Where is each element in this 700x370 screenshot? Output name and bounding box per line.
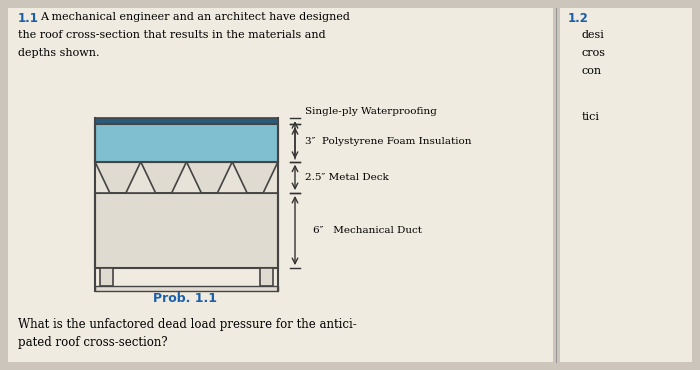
Polygon shape: [186, 162, 232, 193]
Text: Single-ply Waterproofing: Single-ply Waterproofing: [305, 107, 437, 116]
Polygon shape: [232, 162, 278, 193]
Text: the roof cross-section that results in the materials and: the roof cross-section that results in t…: [18, 30, 326, 40]
Text: desi: desi: [582, 30, 605, 40]
Polygon shape: [141, 162, 186, 193]
Text: 1.2: 1.2: [568, 12, 589, 25]
Text: What is the unfactored dead load pressure for the antici-: What is the unfactored dead load pressur…: [18, 318, 357, 331]
Polygon shape: [95, 162, 141, 193]
Text: Prob. 1.1: Prob. 1.1: [153, 292, 217, 305]
Text: 2.5″ Metal Deck: 2.5″ Metal Deck: [305, 173, 388, 182]
Bar: [560, 8, 692, 362]
Text: cros: cros: [582, 48, 606, 58]
Bar: [95, 286, 278, 291]
Bar: [260, 268, 273, 286]
Bar: [100, 268, 113, 286]
Text: depths shown.: depths shown.: [18, 48, 99, 58]
Text: A mechanical engineer and an architect have designed: A mechanical engineer and an architect h…: [40, 12, 350, 22]
Bar: [95, 193, 278, 268]
Text: pated roof cross-section?: pated roof cross-section?: [18, 336, 167, 349]
Text: 6″   Mechanical Duct: 6″ Mechanical Duct: [313, 226, 422, 235]
Bar: [95, 124, 278, 162]
Text: 1.1: 1.1: [18, 12, 39, 25]
Text: 3″  Polystyrene Foam Insulation: 3″ Polystyrene Foam Insulation: [305, 137, 472, 145]
Bar: [95, 162, 278, 193]
Bar: [95, 118, 278, 124]
Text: tici: tici: [582, 112, 600, 122]
Text: con: con: [582, 66, 602, 76]
Bar: [8, 8, 553, 362]
